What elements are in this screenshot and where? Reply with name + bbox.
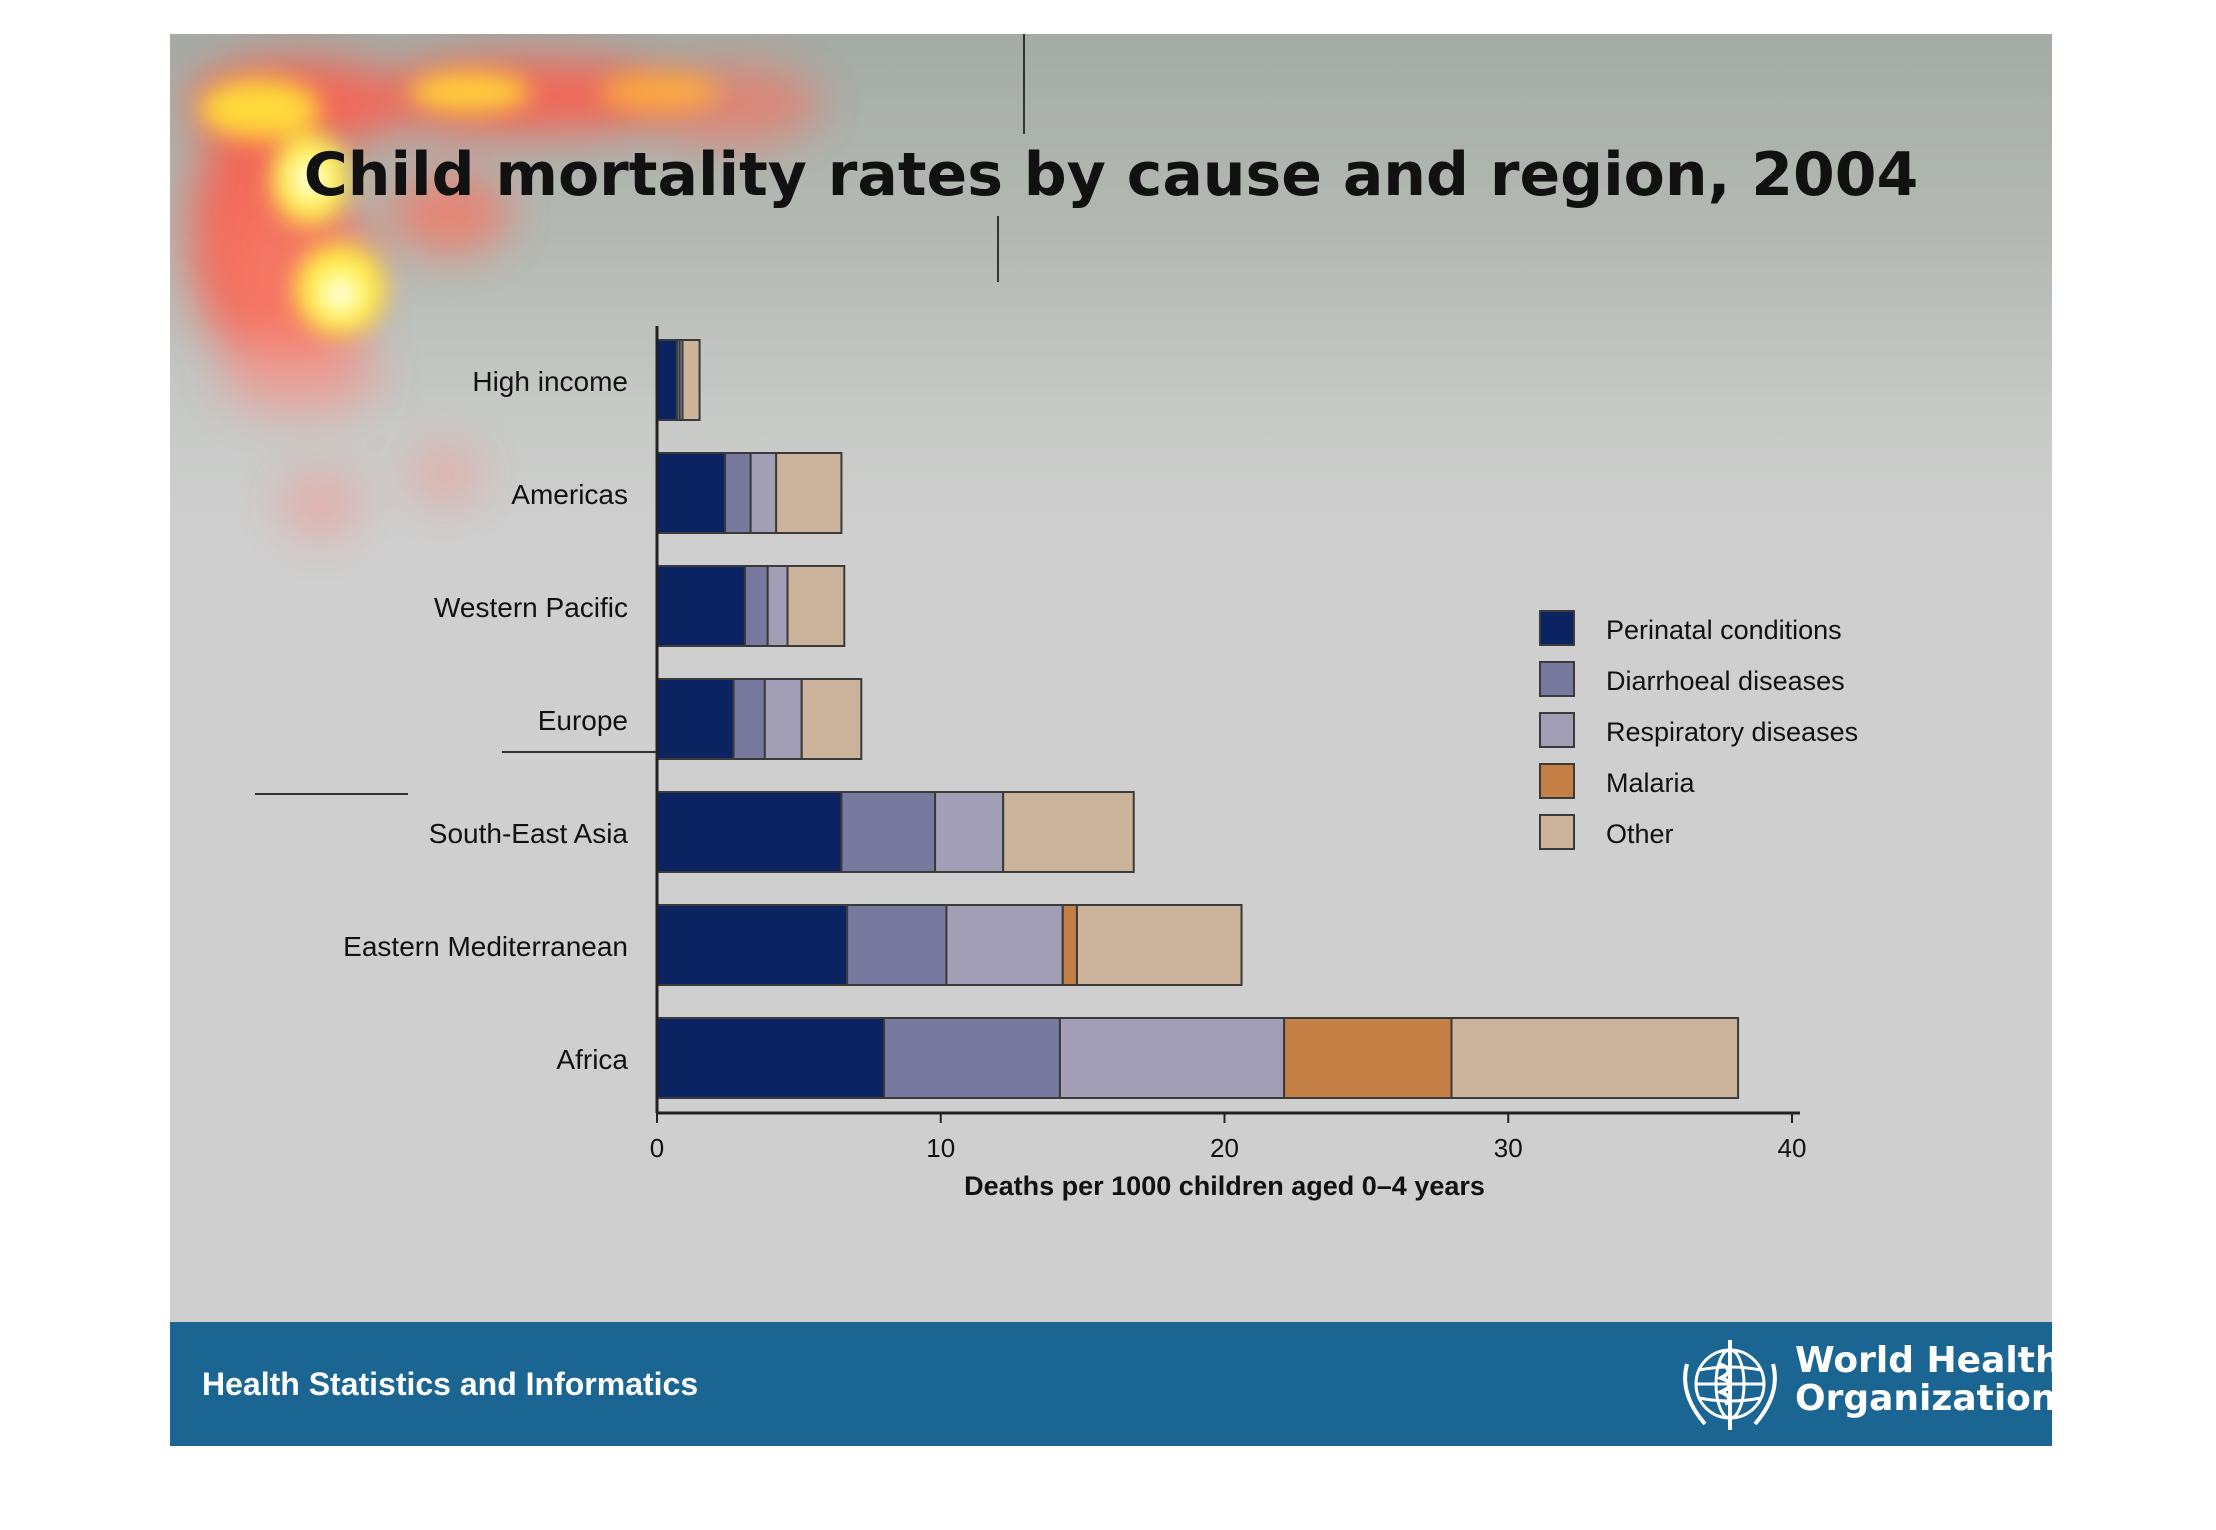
bar-segment-western-pacific-respiratory-diseases — [766, 565, 789, 647]
stacked-bar-chart: High income Americas Western Pacific Europe… — [255, 34, 1858, 1201]
bar-segment-europe-diarrhoeal-diseases — [732, 678, 766, 760]
bar-segment-eastern-mediterranean-malaria — [1061, 904, 1078, 986]
bar-segment-eastern-mediterranean-perinatal-conditions — [656, 904, 849, 986]
legend: Perinatal conditions Diarrhoeal diseases R… — [1539, 610, 1858, 850]
footer-bar: Health Statistics and Informatics World … — [170, 1322, 2052, 1446]
legend-label-perinatal-conditions: Perinatal conditions — [1606, 615, 1842, 645]
legend-label-respiratory-diseases: Respiratory diseases — [1606, 717, 1858, 747]
bar-segment-western-pacific-diarrhoeal-diseases — [743, 565, 769, 647]
category-label-europe: Europe — [538, 705, 628, 736]
bar-segment-europe-perinatal-conditions — [656, 678, 735, 760]
bars-layer — [656, 339, 1740, 1099]
legend-label-other: Other — [1606, 819, 1674, 849]
bar-segment-americas-perinatal-conditions — [656, 452, 727, 534]
x-tick-label: 0 — [650, 1133, 664, 1163]
bar-segment-africa-other — [1450, 1017, 1740, 1099]
legend-label-malaria: Malaria — [1606, 768, 1696, 798]
legend-swatch-diarrhoeal-diseases — [1539, 661, 1575, 697]
category-label-africa: Africa — [556, 1044, 628, 1075]
category-label-western-pacific: Western Pacific — [434, 592, 628, 623]
slide: Child mortality rates by cause and regio… — [170, 34, 2052, 1446]
bar-segment-americas-other — [775, 452, 843, 534]
category-label-americas: Americas — [511, 479, 628, 510]
bar-segment-africa-perinatal-conditions — [656, 1017, 885, 1099]
org-name-line2: Organization — [1795, 1378, 2052, 1419]
bar-segment-europe-respiratory-diseases — [763, 678, 803, 760]
bar-segment-high-income-perinatal-conditions — [656, 339, 678, 421]
category-label-high-income: High income — [472, 366, 628, 397]
bar-segment-high-income-other — [681, 339, 701, 421]
x-tick-label: 10 — [926, 1133, 955, 1163]
org-name-line1: World Health — [1795, 1340, 2052, 1381]
bar-segment-south-east-asia-perinatal-conditions — [656, 791, 843, 873]
category-label-south-east-asia: South-East Asia — [429, 818, 629, 849]
bar-segment-eastern-mediterranean-diarrhoeal-diseases — [846, 904, 948, 986]
legend-swatch-respiratory-diseases — [1539, 712, 1575, 748]
bar-segment-south-east-asia-other — [1002, 791, 1135, 873]
bar-segment-americas-respiratory-diseases — [749, 452, 778, 534]
decor-lines — [255, 34, 1025, 795]
x-tick-label: 20 — [1210, 1133, 1239, 1163]
legend-swatch-other — [1539, 814, 1575, 850]
who-emblem-icon — [1683, 1340, 1777, 1430]
bar-segment-africa-diarrhoeal-diseases — [883, 1017, 1061, 1099]
bar-segment-eastern-mediterranean-other — [1075, 904, 1243, 986]
bar-segment-africa-respiratory-diseases — [1058, 1017, 1286, 1099]
bar-segment-americas-diarrhoeal-diseases — [724, 452, 752, 534]
bar-segment-western-pacific-perinatal-conditions — [656, 565, 746, 647]
footer-text: Health Statistics and Informatics — [202, 1366, 699, 1402]
bar-segment-africa-malaria — [1283, 1017, 1453, 1099]
category-label-eastern-mediterranean: Eastern Mediterranean — [343, 931, 628, 962]
x-axis-label: Deaths per 1000 children aged 0–4 years — [964, 1171, 1485, 1201]
legend-swatch-malaria — [1539, 763, 1575, 799]
x-tick-label: 40 — [1778, 1133, 1807, 1163]
bar-segment-western-pacific-other — [786, 565, 846, 647]
bar-segment-europe-other — [800, 678, 863, 760]
org-name: World Health Organization — [1795, 1342, 2052, 1418]
legend-swatch-perinatal-conditions — [1539, 610, 1575, 646]
chart-title: Child mortality rates by cause and regio… — [303, 140, 1919, 210]
legend-label-diarrhoeal-diseases: Diarrhoeal diseases — [1606, 666, 1845, 696]
bar-segment-eastern-mediterranean-respiratory-diseases — [945, 904, 1064, 986]
x-tick-label: 30 — [1494, 1133, 1523, 1163]
category-labels: High income Americas Western Pacific Europe… — [343, 366, 628, 1075]
bar-segment-south-east-asia-diarrhoeal-diseases — [840, 791, 937, 873]
bar-segment-south-east-asia-respiratory-diseases — [934, 791, 1005, 873]
x-axis: 0 10 20 30 40 Deaths per 1000 children aged 0… — [650, 326, 1807, 1201]
